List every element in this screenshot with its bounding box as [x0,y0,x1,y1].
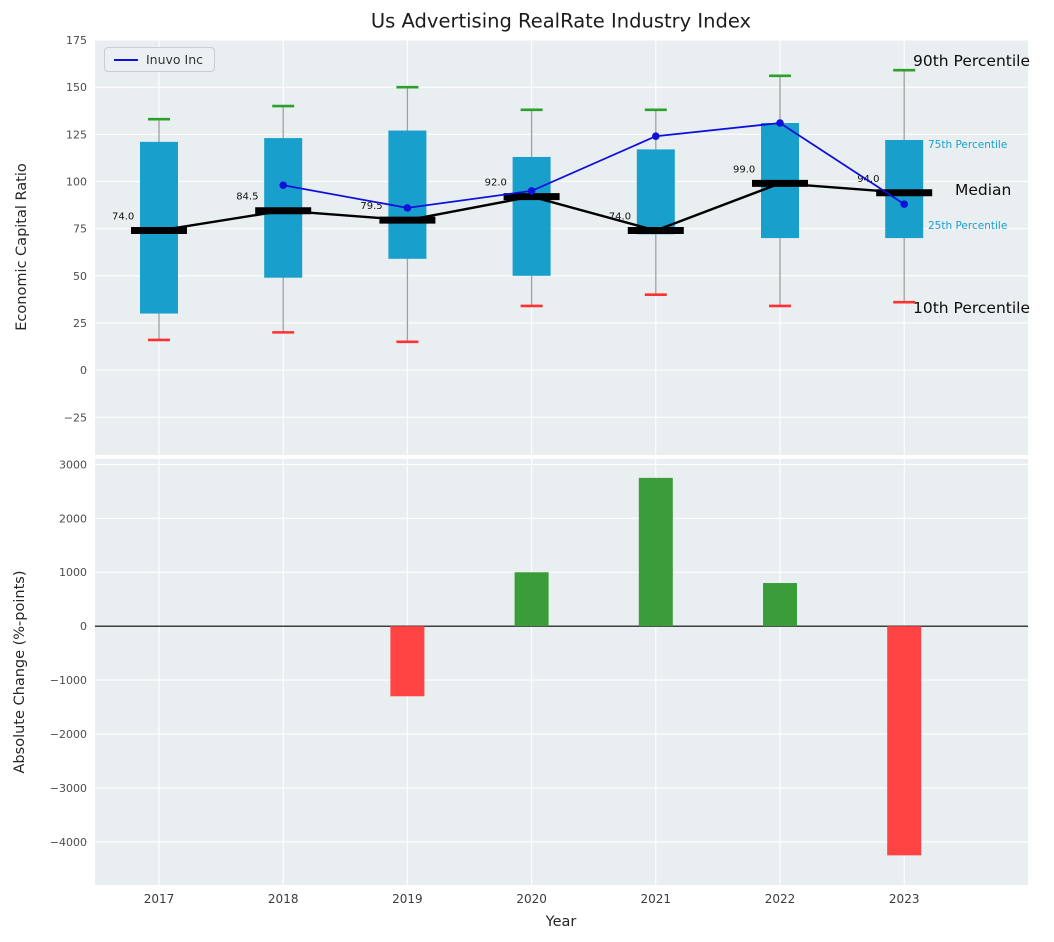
svg-text:2018: 2018 [268,892,299,906]
change-bars [390,477,922,856]
inuvo-marker [652,132,660,141]
legend-label: Inuvo Inc [146,52,204,67]
svg-text:2020: 2020 [516,892,547,906]
svg-text:150: 150 [66,81,87,94]
svg-text:2017: 2017 [144,892,175,906]
bottom-ytick-labels: 3000 2000 1000 0 −1000 −2000 −3000 −4000 [50,458,87,848]
svg-text:−1000: −1000 [50,674,87,687]
svg-text:2022: 2022 [765,892,796,906]
x-axis-label: Year [545,914,577,930]
change-bar [887,626,922,856]
svg-text:−2000: −2000 [50,728,87,741]
svg-text:175: 175 [66,34,87,47]
svg-text:75: 75 [73,223,87,236]
median-value-label: 99.0 [733,164,755,175]
annotation-10th-percentile: 10th Percentile [913,299,1031,317]
change-bar [638,477,673,627]
inuvo-marker [403,204,412,212]
chart-title: Us Advertising RealRate Industry Index [370,9,752,33]
median-value-label: 74.0 [609,212,631,223]
change-bar [390,626,425,697]
svg-text:−4000: −4000 [50,836,87,849]
svg-text:1000: 1000 [59,566,87,579]
legend-line-swatch [114,58,138,61]
xtick-labels: 2017 2018 2019 2020 2021 2022 2023 [144,892,920,906]
median-value-label: 84.5 [236,192,258,203]
median-value-label: 92.0 [485,178,507,189]
bottom-plot-background [95,459,1028,885]
inuvo-marker [279,181,288,190]
svg-text:125: 125 [66,128,87,141]
svg-text:50: 50 [73,270,87,283]
inuvo-marker [776,119,784,127]
svg-text:2021: 2021 [641,892,672,906]
boxplots [140,68,924,344]
change-bar [514,572,549,627]
iqr-box [885,139,924,239]
annotation-median: Median [955,181,1012,199]
svg-text:0: 0 [80,364,87,377]
inuvo-marker [900,200,908,208]
iqr-box [388,130,427,259]
median-value-label: 94.0 [857,174,879,185]
top-y-axis-label: Economic Capital Ratio [14,163,30,331]
median-segments: 74.0 84.5 79.5 92.0 74.0 99.0 94.0 [112,164,933,235]
change-bar [763,583,797,627]
bottom-y-axis-label: Absolute Change (%-points) [12,570,28,774]
top-ytick-labels: 175 150 125 100 75 50 25 0 −25 [64,34,87,424]
legend: Inuvo Inc [104,47,216,72]
iqr-box [512,156,551,276]
svg-text:0: 0 [80,620,87,633]
svg-text:2019: 2019 [392,892,423,906]
inuvo-line [283,122,905,209]
median-value-label: 74.0 [112,212,134,223]
svg-text:2023: 2023 [889,892,920,906]
top-plot-background [95,40,1028,455]
svg-text:25: 25 [73,317,87,330]
inuvo-marker [527,187,536,195]
svg-text:2000: 2000 [59,512,87,525]
svg-text:−25: −25 [64,411,87,424]
annotation-75th-percentile: 75th Percentile [928,139,1008,151]
median-value-label: 79.5 [360,201,382,212]
svg-text:100: 100 [66,175,87,188]
iqr-box [636,149,675,235]
annotation-90th-percentile: 90th Percentile [913,52,1031,70]
svg-text:−3000: −3000 [50,782,87,795]
annotation-25th-percentile: 25th Percentile [928,220,1008,232]
svg-text:3000: 3000 [59,458,87,471]
